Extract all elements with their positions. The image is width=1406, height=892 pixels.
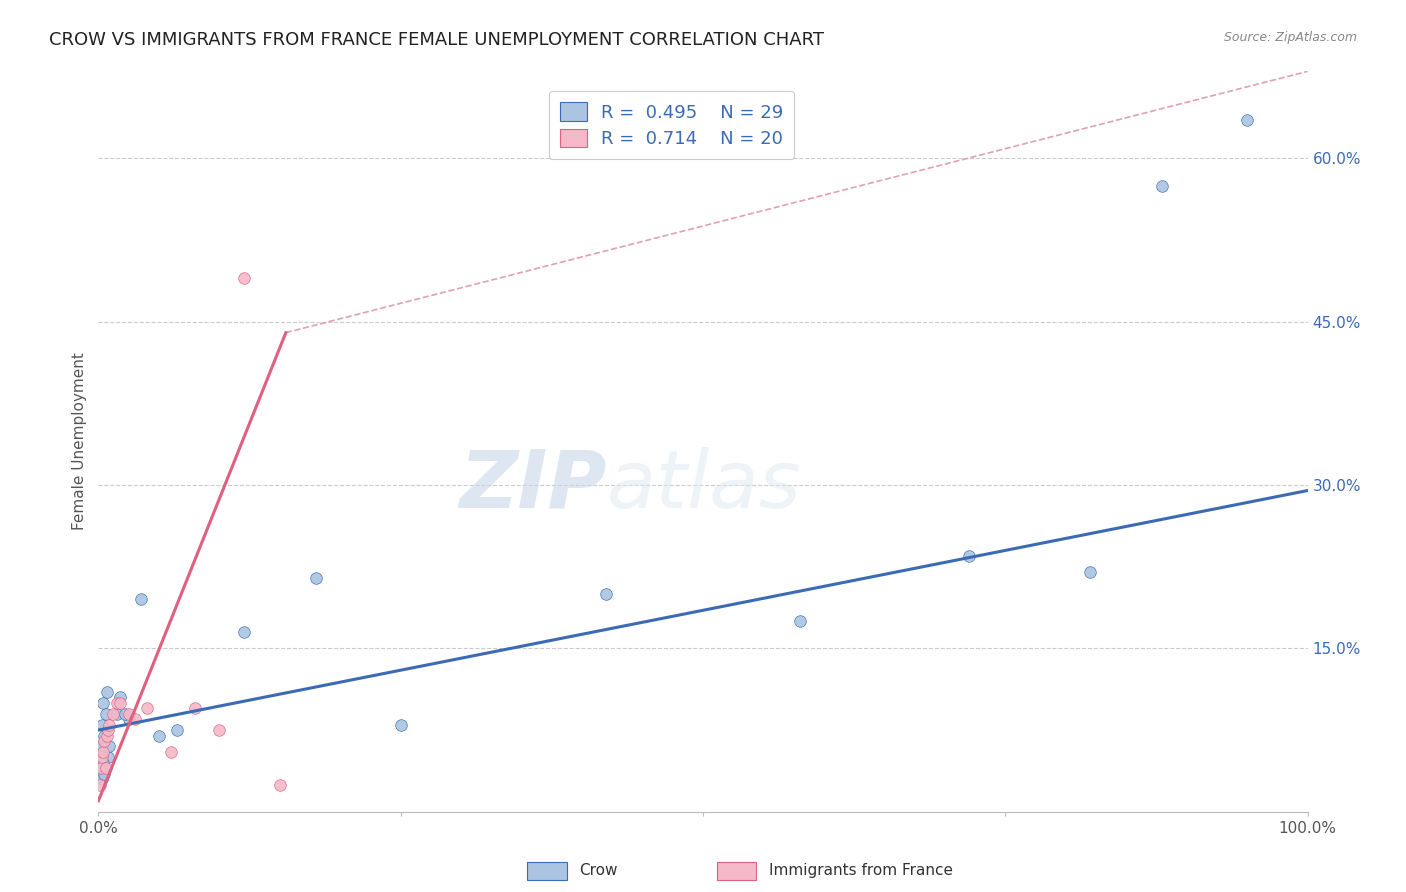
Point (90, 761, 112, 775)
Point (184, 701, 207, 715)
Point (89, 777, 111, 791)
Point (148, 729, 170, 743)
Point (118, 712, 141, 726)
Point (305, 571, 328, 585)
Point (91, 750, 114, 764)
Point (97, 750, 120, 764)
Point (232, 271, 254, 285)
Point (93, 766, 115, 780)
Point (96, 729, 118, 743)
Point (1078, 565, 1101, 579)
Point (91, 696, 114, 710)
Point (1236, 113, 1258, 128)
Point (957, 549, 980, 563)
Point (789, 614, 811, 628)
Point (108, 696, 131, 710)
Text: Crow: Crow (579, 863, 617, 878)
Point (91, 745, 114, 759)
Point (90, 761, 112, 775)
Point (96, 685, 118, 699)
Point (94, 706, 117, 721)
Point (232, 625, 254, 640)
Point (91, 772, 114, 786)
Point (595, 587, 617, 601)
Point (91, 717, 114, 731)
Point (91, 756, 114, 770)
Point (97, 723, 120, 737)
Text: atlas: atlas (606, 447, 801, 525)
Point (98, 739, 121, 754)
Point (94, 761, 117, 775)
Text: CROW VS IMMIGRANTS FROM FRANCE FEMALE UNEMPLOYMENT CORRELATION CHART: CROW VS IMMIGRANTS FROM FRANCE FEMALE UN… (49, 31, 824, 49)
Point (166, 723, 188, 737)
Legend: R =  0.495    N = 29, R =  0.714    N = 20: R = 0.495 N = 29, R = 0.714 N = 20 (548, 92, 794, 159)
Point (1152, 178, 1174, 193)
Point (129, 592, 152, 607)
Point (135, 701, 157, 715)
Point (90, 750, 112, 764)
Point (108, 690, 131, 705)
Text: Immigrants from France: Immigrants from France (769, 863, 953, 878)
Point (160, 745, 183, 759)
Point (208, 723, 231, 737)
Point (93, 734, 115, 748)
Text: ZIP: ZIP (458, 447, 606, 525)
Point (114, 706, 136, 721)
Point (89, 739, 111, 754)
Y-axis label: Female Unemployment: Female Unemployment (72, 352, 87, 531)
Point (98, 717, 121, 731)
Text: Source: ZipAtlas.com: Source: ZipAtlas.com (1223, 31, 1357, 45)
Point (269, 777, 291, 791)
Point (101, 706, 124, 721)
Point (105, 696, 128, 710)
Point (93, 729, 115, 743)
Point (118, 706, 141, 721)
Point (105, 706, 128, 721)
Point (124, 712, 146, 726)
Point (389, 717, 412, 731)
